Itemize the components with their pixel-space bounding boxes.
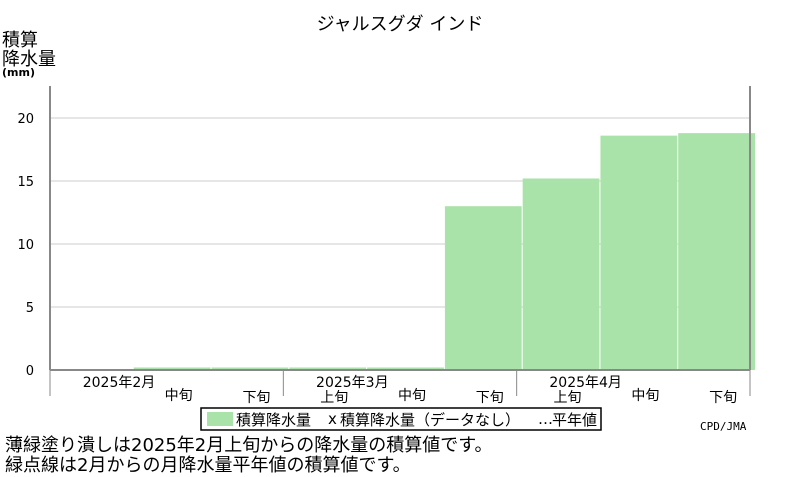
x-period-label: 上旬: [320, 390, 348, 406]
precip-bar: [367, 367, 444, 370]
precip-bar: [211, 367, 289, 370]
x-period-label: 下旬: [476, 390, 504, 406]
precip-bar: [600, 135, 678, 370]
y-axis-label-line2: 降水量: [2, 49, 56, 70]
legend-item-accumulated: 積算降水量: [236, 411, 311, 429]
y-tick-label: 15: [17, 175, 34, 190]
footnote-fill: 薄緑塗り潰しは2025年2月上旬からの降水量の積算値です。: [5, 435, 493, 456]
legend-item-no-data: 積算降水量（データなし）: [340, 411, 520, 429]
legend-marker-dotted: …: [538, 410, 553, 428]
footnote-normal: 緑点線は2月からの月降水量平年値の積算値です。: [5, 455, 411, 476]
y-axis-label-line1: 積算: [2, 30, 38, 51]
legend-marker-x: x: [328, 410, 337, 428]
precip-bar: [133, 367, 211, 370]
x-month-label: 2025年3月: [316, 375, 389, 391]
chart-title: ジャルスグダ インド: [316, 14, 484, 35]
y-axis-unit: (mm): [2, 66, 35, 79]
y-tick-label: 20: [17, 112, 34, 127]
x-period-label: 中旬: [165, 388, 193, 404]
x-period-label: 中旬: [398, 388, 426, 404]
x-month-label: 2025年4月: [549, 375, 622, 391]
legend-item-normal: 平年値: [552, 411, 597, 429]
precip-bar: [289, 367, 367, 370]
x-period-label: 上旬: [554, 390, 582, 406]
y-tick-label: 5: [26, 301, 34, 316]
legend-swatch-fill: [207, 412, 233, 426]
precip-bar: [678, 133, 755, 370]
y-tick-label: 0: [26, 364, 34, 379]
x-period-label: 下旬: [709, 390, 737, 406]
precip-bar: [522, 178, 600, 370]
x-period-label: 下旬: [242, 390, 270, 406]
precip-bar: [444, 206, 522, 370]
x-month-label: 2025年2月: [83, 375, 156, 391]
credit-label: CPD/JMA: [700, 420, 747, 433]
y-tick-label: 10: [17, 238, 34, 253]
legend-box: [200, 407, 602, 431]
y-axis-label: 積算 降水量: [2, 31, 56, 69]
x-period-label: 中旬: [631, 388, 659, 404]
